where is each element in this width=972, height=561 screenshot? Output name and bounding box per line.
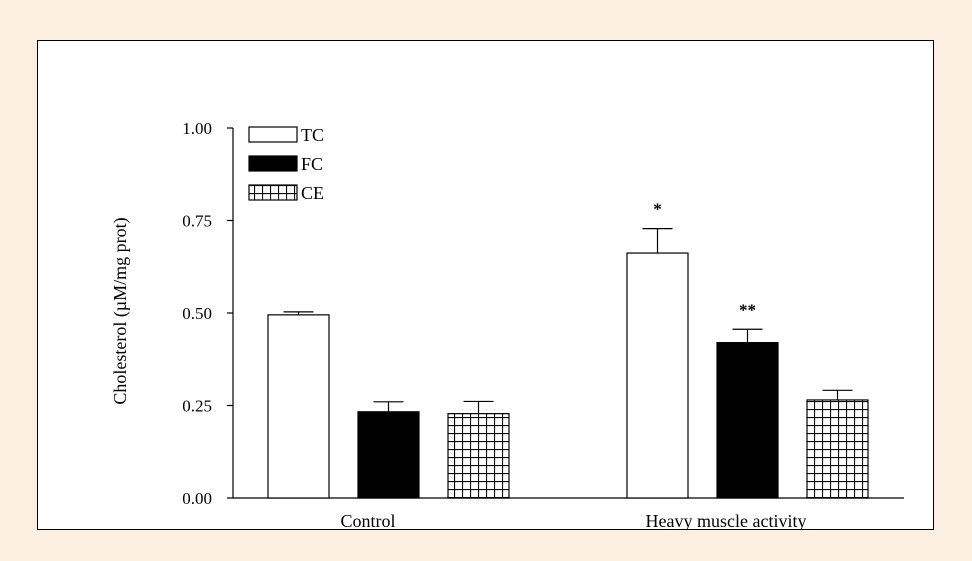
x-category-label: Heavy muscle activity <box>646 511 807 529</box>
y-axis-label: Cholesterol (µM/mg prot) <box>110 217 131 404</box>
y-tick-label: 1.00 <box>182 119 212 138</box>
legend-label: CE <box>301 183 324 203</box>
y-tick-label: 0.00 <box>182 489 212 508</box>
figure-panel: 0.00 0.25 0.50 0.75 1.00 Control Heavy muscle … <box>37 40 934 530</box>
y-tick-label: 0.75 <box>182 212 212 231</box>
bar <box>357 411 420 499</box>
legend-swatch <box>248 126 298 143</box>
bar <box>626 252 689 499</box>
bar <box>447 413 510 499</box>
legend-swatch <box>248 184 298 201</box>
bar <box>267 314 330 499</box>
y-tick-label: 0.50 <box>182 304 212 323</box>
legend-swatch <box>248 155 298 172</box>
significance-marker: ** <box>739 300 756 319</box>
legend: TC FC CE <box>248 125 324 203</box>
significance-marker: * <box>653 200 662 219</box>
bar-chart: 0.00 0.25 0.50 0.75 1.00 Control Heavy muscle … <box>110 119 904 529</box>
bars: *** <box>267 200 869 499</box>
axes: 0.00 0.25 0.50 0.75 1.00 Control Heavy muscle … <box>182 119 904 529</box>
bar <box>716 342 779 499</box>
x-category-label: Control <box>340 511 395 529</box>
bar <box>806 399 869 499</box>
y-tick-label: 0.25 <box>182 397 212 416</box>
legend-label: TC <box>301 125 324 145</box>
legend-label: FC <box>301 154 323 174</box>
